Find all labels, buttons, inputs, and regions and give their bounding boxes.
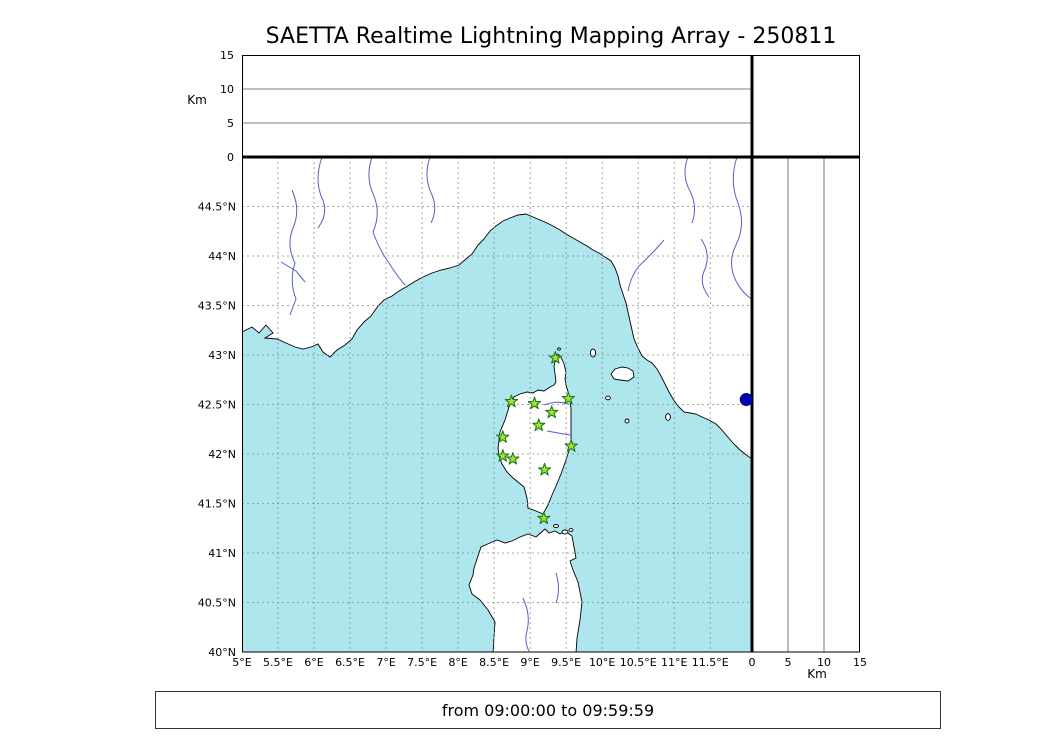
alt-lat-panel bbox=[752, 157, 860, 652]
lon-tick-label: 10.5°E bbox=[620, 656, 657, 669]
sardinia-island bbox=[468, 528, 583, 652]
lat-tick-label: 43.5°N bbox=[198, 300, 236, 313]
lma-station-marker bbox=[537, 511, 551, 525]
river bbox=[522, 597, 530, 652]
river bbox=[627, 239, 665, 292]
alt-lon-panel bbox=[242, 55, 752, 157]
lat-tick-label: 40.5°N bbox=[198, 597, 236, 610]
lma-station-marker bbox=[532, 418, 546, 432]
lma-station-marker bbox=[496, 430, 510, 443]
outer-border bbox=[242, 55, 860, 653]
plot-title: SAETTA Realtime Lightning Mapping Array … bbox=[265, 24, 837, 49]
lon-tick-label: 10°E bbox=[589, 656, 615, 669]
lat-tick-label: 42.5°N bbox=[198, 399, 236, 412]
alt-tick-label-left: 10 bbox=[220, 83, 234, 96]
river bbox=[426, 157, 436, 224]
lat-tick-label: 42°N bbox=[208, 448, 236, 461]
lon-tick-label: 8.5°E bbox=[479, 656, 509, 669]
lat-tick-label: 40°N bbox=[208, 646, 236, 659]
river bbox=[368, 157, 406, 286]
small-island bbox=[553, 524, 559, 528]
alt-tick-label-left: 5 bbox=[227, 117, 234, 130]
lon-tick-label: 9°E bbox=[520, 656, 539, 669]
lat-tick-label: 43°N bbox=[208, 349, 236, 362]
lma-station-marker bbox=[506, 451, 520, 465]
river bbox=[317, 157, 326, 229]
lon-tick-label: 5.5°E bbox=[263, 656, 293, 669]
lma-station-marker bbox=[564, 439, 578, 452]
alt-axis-unit-left: Km bbox=[187, 93, 207, 107]
lma-station-marker bbox=[504, 394, 519, 408]
small-island bbox=[624, 418, 630, 424]
lon-tick-label: 6°E bbox=[304, 656, 323, 669]
corsica-island bbox=[497, 353, 572, 515]
small-island bbox=[561, 529, 569, 535]
river bbox=[700, 238, 710, 298]
alt-tick-label-bottom: 5 bbox=[785, 656, 792, 669]
lma-station-marker bbox=[527, 396, 542, 410]
lon-tick-label: 7°E bbox=[376, 656, 395, 669]
map-panel bbox=[242, 157, 752, 652]
lma-station-marker bbox=[545, 405, 559, 419]
altitude-reference-lines bbox=[242, 88, 825, 652]
alt-tick-label-bottom: 10 bbox=[817, 656, 831, 669]
small-island bbox=[589, 348, 597, 358]
axis-tick-labels: 40°N 40.5°N 41°N 41.5°N 42°N 42.5°N 43°N 43.5°N… bbox=[198, 49, 867, 669]
event-marker bbox=[739, 393, 753, 407]
stations-layer bbox=[496, 351, 578, 525]
lon-tick-label: 5°E bbox=[232, 656, 251, 669]
small-island bbox=[605, 395, 611, 401]
lon-tick-label: 8°E bbox=[448, 656, 467, 669]
small-island bbox=[568, 528, 574, 532]
alt-axis-unit-bottom: Km bbox=[807, 667, 827, 681]
lon-tick-label: 11°E bbox=[661, 656, 687, 669]
lat-tick-label: 41.5°N bbox=[198, 498, 236, 511]
river bbox=[280, 261, 306, 283]
river bbox=[555, 572, 559, 604]
events-layer bbox=[739, 393, 753, 407]
lat-tick-label: 44.5°N bbox=[198, 201, 236, 214]
river bbox=[289, 189, 298, 316]
river bbox=[543, 401, 570, 406]
mainland-coast bbox=[242, 157, 752, 460]
latlon-grid bbox=[242, 157, 752, 652]
small-island bbox=[665, 413, 671, 421]
lma-station-marker bbox=[537, 462, 552, 476]
lon-tick-label: 9.5°E bbox=[551, 656, 581, 669]
lma-station-marker bbox=[548, 351, 562, 364]
alt-tick-label-left: 15 bbox=[220, 49, 234, 62]
river bbox=[684, 157, 696, 224]
alt-tick-label-left: 0 bbox=[227, 151, 234, 164]
lma-station-marker bbox=[561, 391, 575, 405]
alt-tick-label-bottom: 15 bbox=[853, 656, 867, 669]
lon-tick-label: 6.5°E bbox=[335, 656, 365, 669]
time-range-box: from 09:00:00 to 09:59:59 bbox=[155, 691, 941, 729]
river bbox=[731, 157, 752, 300]
lat-tick-label: 41°N bbox=[208, 547, 236, 560]
small-island bbox=[557, 347, 561, 351]
lma-station-marker bbox=[496, 449, 510, 462]
alt-histogram-panel bbox=[752, 55, 860, 157]
panel-borders bbox=[242, 55, 860, 653]
alt-tick-label-bottom: 0 bbox=[749, 656, 756, 669]
time-range-text: from 09:00:00 to 09:59:59 bbox=[441, 700, 655, 720]
lon-tick-label: 7.5°E bbox=[407, 656, 437, 669]
lat-tick-label: 44°N bbox=[208, 250, 236, 263]
lon-tick-label: 11.5°E bbox=[692, 656, 729, 669]
elba-island bbox=[610, 366, 635, 382]
river bbox=[546, 430, 571, 436]
